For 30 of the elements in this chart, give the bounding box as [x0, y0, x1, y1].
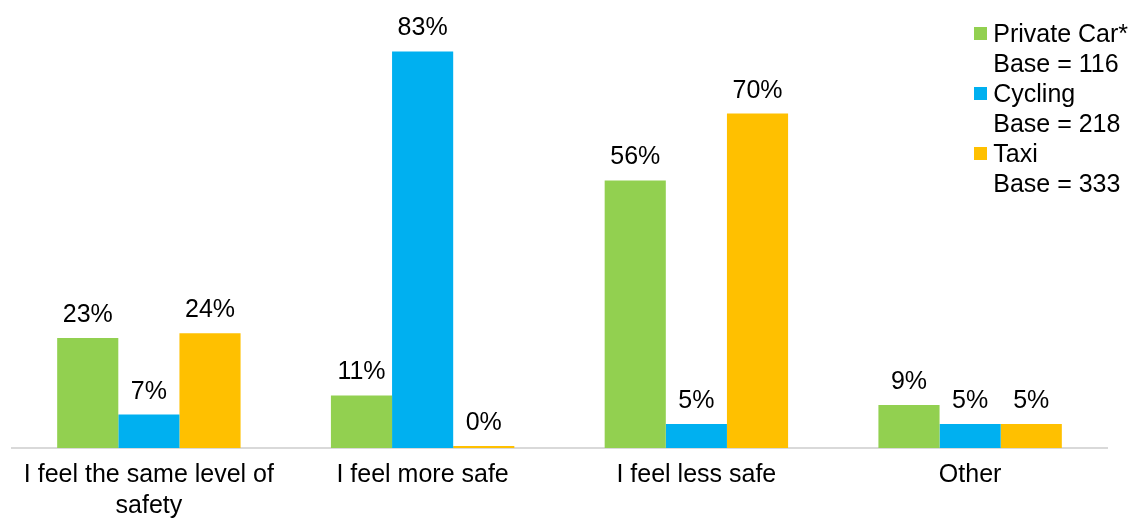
legend-label: Taxi Base = 333	[993, 138, 1121, 198]
bar	[726, 113, 789, 448]
bar	[392, 51, 454, 448]
data-label: 83%	[397, 12, 448, 41]
bar	[57, 338, 119, 448]
x-tick-label: I feel less safe	[616, 459, 777, 488]
x-tick-label: Other	[938, 459, 1002, 488]
bar	[179, 333, 241, 448]
data-label: 5%	[678, 385, 715, 414]
bar	[939, 424, 1001, 448]
data-label: 23%	[62, 299, 113, 328]
x-tick-label: I feel more safe	[336, 459, 509, 488]
bar	[118, 414, 180, 448]
data-label: 7%	[130, 375, 167, 404]
data-label: 56%	[610, 141, 661, 170]
bar	[1000, 424, 1062, 448]
bar	[878, 405, 940, 448]
data-label: 70%	[732, 74, 783, 103]
legend-label: Cycling Base = 218	[993, 78, 1121, 138]
bar	[604, 180, 666, 448]
data-label: 5%	[952, 385, 989, 414]
bar	[330, 395, 393, 448]
data-label: 9%	[890, 366, 928, 394]
x-tick-label: I feel the same level of safety	[23, 459, 274, 518]
legend-label: Private Car* Base = 116	[993, 18, 1128, 78]
data-label: 0%	[465, 407, 502, 435]
data-label: 5%	[1013, 385, 1050, 414]
data-label: 11%	[337, 356, 386, 385]
data-label: 24%	[184, 294, 236, 323]
bar	[665, 424, 727, 448]
